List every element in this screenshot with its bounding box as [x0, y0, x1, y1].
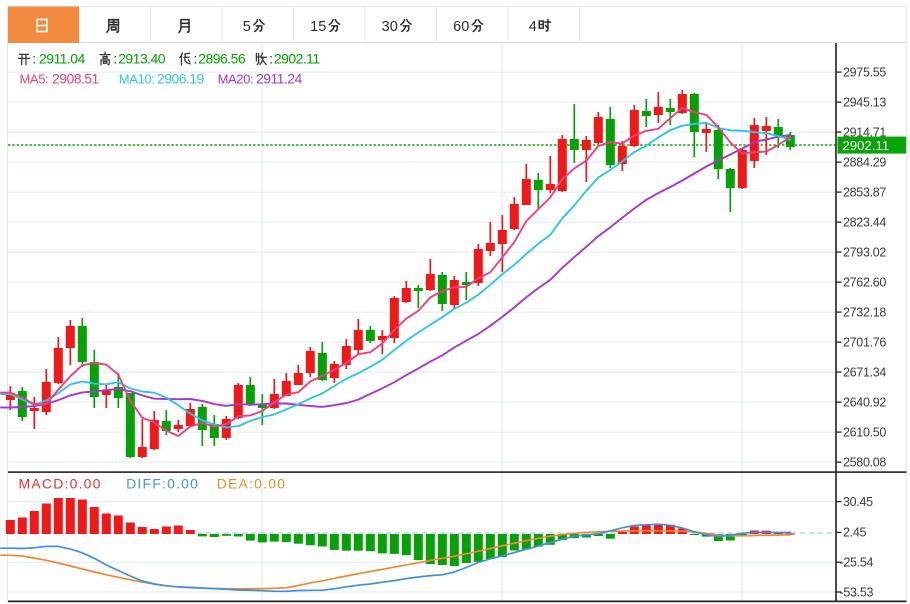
- svg-text:2896.56: 2896.56: [198, 51, 246, 67]
- svg-text:DIFF:0.00: DIFF:0.00: [126, 476, 199, 492]
- svg-text:2610.50: 2610.50: [843, 425, 886, 439]
- svg-text:2906.19: 2906.19: [157, 71, 205, 87]
- svg-text:2914.71: 2914.71: [843, 125, 886, 139]
- svg-text:2945.13: 2945.13: [843, 95, 886, 109]
- svg-text:2975.55: 2975.55: [843, 65, 886, 79]
- svg-text:DEA:0.00: DEA:0.00: [217, 476, 287, 492]
- svg-text:MACD:0.00: MACD:0.00: [19, 476, 102, 492]
- svg-text:-53.53: -53.53: [840, 585, 874, 599]
- svg-text:2913.40: 2913.40: [118, 51, 166, 67]
- svg-text:2580.08: 2580.08: [843, 455, 886, 469]
- svg-text:2884.29: 2884.29: [843, 155, 886, 169]
- svg-text:60: 60: [453, 19, 469, 35]
- svg-text:2902.11: 2902.11: [274, 51, 320, 67]
- svg-text::: :: [113, 51, 117, 67]
- svg-text::: :: [32, 51, 36, 67]
- svg-text:2701.76: 2701.76: [843, 335, 886, 349]
- svg-text:2732.18: 2732.18: [843, 305, 886, 319]
- svg-text::: :: [194, 51, 198, 67]
- svg-text:2908.51: 2908.51: [52, 71, 100, 87]
- svg-text:2640.92: 2640.92: [843, 395, 886, 409]
- svg-text:MA5:: MA5:: [20, 72, 49, 87]
- svg-text:-25.54: -25.54: [840, 556, 874, 570]
- svg-text:MA20:: MA20:: [218, 72, 254, 87]
- svg-text:2.45: 2.45: [843, 526, 866, 540]
- svg-text:2911.24: 2911.24: [256, 71, 302, 87]
- svg-text:2902.11: 2902.11: [843, 138, 890, 153]
- svg-text:30.45: 30.45: [843, 495, 873, 509]
- svg-text:2793.02: 2793.02: [843, 245, 886, 259]
- svg-text:4: 4: [529, 19, 537, 35]
- svg-text:5: 5: [243, 19, 251, 35]
- svg-text:15: 15: [310, 19, 326, 35]
- svg-text:2911.04: 2911.04: [39, 51, 85, 67]
- svg-text:2853.87: 2853.87: [843, 185, 886, 199]
- svg-text::: :: [269, 51, 273, 67]
- svg-text:MA10:: MA10:: [119, 72, 155, 87]
- svg-text:2762.60: 2762.60: [843, 275, 886, 289]
- svg-text:2671.34: 2671.34: [843, 365, 886, 379]
- svg-text:2823.44: 2823.44: [843, 215, 886, 229]
- svg-text:30: 30: [382, 19, 398, 35]
